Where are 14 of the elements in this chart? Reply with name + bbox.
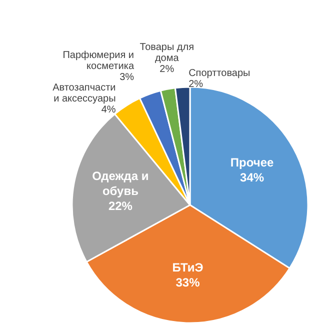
slice-label: Парфюмерия и косметика bbox=[62, 50, 134, 72]
data-label: 2% bbox=[160, 64, 174, 76]
slice-label: Спорттовары bbox=[188, 68, 250, 80]
slice-label: БТиЭ bbox=[172, 260, 204, 274]
slice-label: Прочее bbox=[230, 156, 274, 170]
data-label: 2% bbox=[188, 79, 204, 90]
data-label: 3% bbox=[120, 72, 134, 83]
slice-label: Товары для дома bbox=[140, 42, 194, 64]
data-label: 22% bbox=[108, 198, 133, 213]
slice-label: Автозапчасти и аксессуары bbox=[52, 82, 116, 104]
slice-label: Одежда и обувь bbox=[92, 168, 149, 198]
data-label: 4% bbox=[101, 104, 116, 116]
data-label: 34% bbox=[240, 170, 264, 185]
data-label: 33% bbox=[176, 275, 200, 290]
